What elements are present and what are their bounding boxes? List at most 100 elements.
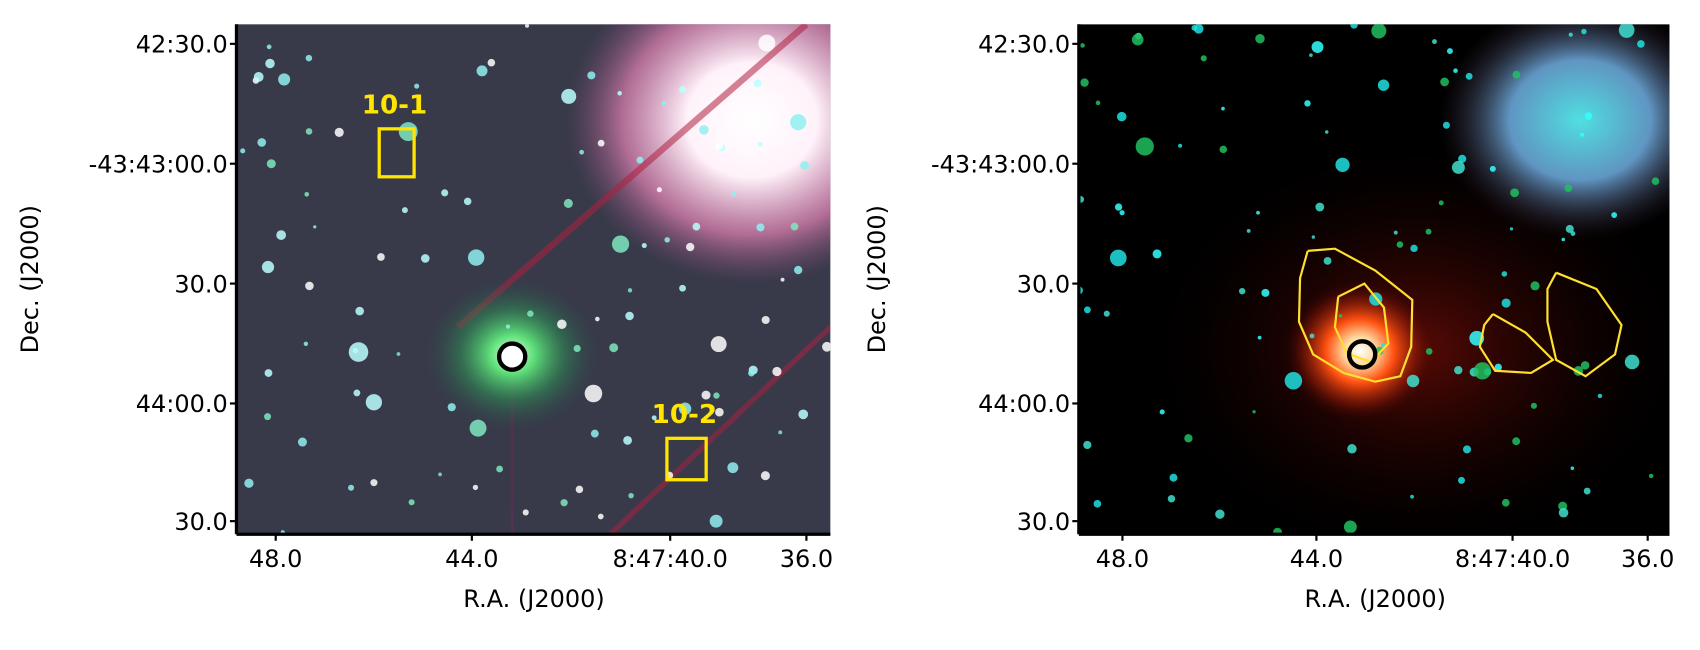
star: [467, 249, 485, 266]
star: [1284, 372, 1303, 390]
star: [800, 161, 810, 170]
star: [1193, 24, 1204, 34]
star: [365, 394, 383, 411]
right-image: [1078, 24, 1670, 535]
star: [1338, 314, 1343, 318]
star: [1375, 346, 1384, 355]
star: [1410, 244, 1418, 253]
star: [761, 315, 770, 325]
star: [1261, 288, 1270, 297]
axes: 42:30.0 -43:43:00.0 30.0 44:00.0 30.0 48.0 44.…: [16, 24, 1674, 613]
x-tick-label: 44.0: [1290, 545, 1343, 573]
star: [1080, 43, 1085, 48]
star: [1093, 500, 1102, 508]
star: [1570, 466, 1575, 471]
star: [1377, 79, 1390, 91]
star: [353, 389, 361, 397]
star: [1109, 249, 1127, 267]
star: [1152, 249, 1162, 259]
target-marker: [496, 341, 528, 372]
y-axis-label: Dec. (J2000): [16, 205, 44, 353]
star: [560, 499, 568, 507]
star: [579, 149, 584, 155]
star: [1501, 271, 1508, 277]
x-tick-label: 44.0: [445, 545, 498, 573]
star: [595, 316, 600, 322]
star: [304, 191, 310, 197]
star: [573, 344, 581, 353]
contour: [1478, 313, 1555, 375]
star: [1579, 132, 1585, 137]
star: [1438, 200, 1444, 206]
star: [240, 148, 246, 154]
star: [794, 265, 803, 275]
star: [709, 514, 723, 528]
x-tick-label: 36.0: [1621, 545, 1674, 573]
star: [628, 492, 634, 499]
star: [686, 242, 695, 252]
star: [1350, 24, 1358, 29]
star: [1406, 374, 1420, 388]
y-tick-label: 42:30.0: [136, 31, 228, 59]
star: [584, 384, 603, 403]
x-tick-label: 36.0: [780, 545, 833, 573]
star: [790, 114, 807, 131]
left-image: [236, 24, 831, 535]
star: [463, 197, 472, 206]
star: [1131, 33, 1144, 46]
star: [1095, 100, 1101, 106]
star: [1501, 498, 1510, 507]
star: [1315, 202, 1325, 212]
star: [1311, 235, 1316, 239]
star: [636, 156, 644, 164]
star: [1256, 210, 1260, 215]
star: [611, 235, 630, 253]
star: [748, 370, 755, 377]
star: [1583, 487, 1591, 495]
star: [1114, 203, 1123, 211]
star: [790, 222, 799, 231]
star: [679, 284, 686, 292]
star: [1080, 78, 1089, 87]
star: [758, 34, 776, 52]
star: [266, 159, 276, 169]
y-tick-label: 30.0: [1017, 508, 1070, 536]
y-tick-label: 42:30.0: [978, 31, 1070, 59]
star: [1457, 476, 1465, 484]
star: [1159, 409, 1165, 415]
star: [1246, 229, 1251, 233]
star: [1509, 227, 1514, 231]
y-tick-label: -43:43:00.0: [931, 150, 1070, 178]
star: [1561, 237, 1566, 242]
star: [313, 225, 317, 229]
y-tick-label: -43:43:00.0: [89, 150, 228, 178]
source-box: [665, 436, 708, 482]
star: [715, 142, 723, 151]
star: [1343, 520, 1357, 534]
star: [664, 237, 670, 243]
star: [1135, 137, 1154, 156]
annotation: 10-1: [362, 91, 427, 121]
star: [780, 277, 785, 282]
star: [261, 260, 275, 274]
star: [715, 407, 724, 417]
star: [1501, 298, 1511, 308]
star: [1309, 333, 1315, 339]
y-tick-label: 30.0: [174, 270, 227, 298]
star: [257, 138, 267, 147]
star: [527, 310, 534, 317]
star: [505, 324, 511, 329]
star: [264, 369, 273, 377]
contour: [1297, 247, 1414, 383]
star: [1178, 143, 1183, 148]
star: [1611, 212, 1618, 218]
star: [679, 85, 687, 94]
star: [1637, 40, 1645, 48]
star: [1432, 39, 1437, 45]
star: [699, 125, 709, 135]
star: [265, 58, 275, 69]
star: [348, 342, 369, 362]
contour: [1333, 282, 1390, 364]
star: [1564, 184, 1573, 193]
